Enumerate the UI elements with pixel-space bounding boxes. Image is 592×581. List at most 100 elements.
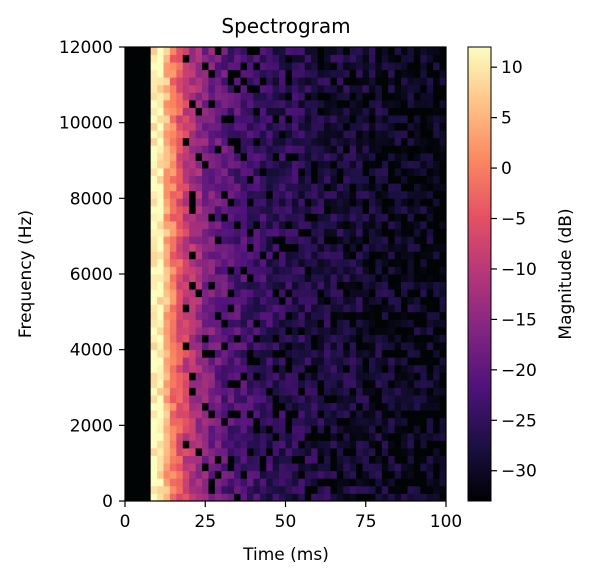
- spectrogram-cell: [336, 326, 344, 335]
- spectrogram-cell: [375, 425, 383, 434]
- spectrogram-cell: [163, 485, 171, 494]
- spectrogram-cell: [144, 152, 152, 161]
- spectrogram-cell: [336, 115, 344, 124]
- spectrogram-cell: [407, 470, 415, 479]
- spectrogram-cell: [407, 296, 415, 305]
- spectrogram-cell: [285, 62, 293, 71]
- spectrogram-cell: [285, 402, 293, 411]
- spectrogram-cell: [317, 130, 325, 139]
- spectrogram-cell: [375, 266, 383, 275]
- spectrogram-cell: [394, 425, 402, 434]
- spectrogram-cell: [439, 115, 447, 124]
- spectrogram-cell: [189, 152, 197, 161]
- spectrogram-cell: [413, 69, 421, 78]
- spectrogram-cell: [163, 190, 171, 199]
- spectrogram-cell: [157, 228, 164, 237]
- spectrogram-cell: [381, 137, 389, 146]
- spectrogram-cell: [144, 304, 152, 313]
- spectrogram-cell: [208, 183, 216, 192]
- spectrogram-cell: [324, 296, 331, 305]
- spectrogram-cell: [362, 440, 370, 449]
- spectrogram-cell: [137, 47, 145, 55]
- spectrogram-cell: [272, 266, 280, 275]
- spectrogram-cell: [189, 425, 197, 434]
- spectrogram-cell: [413, 266, 421, 275]
- spectrogram-cell: [221, 175, 229, 184]
- spectrogram-cell: [375, 364, 383, 373]
- spectrogram-cell: [131, 92, 139, 101]
- spectrogram-cell: [413, 92, 421, 101]
- spectrogram-cell: [246, 493, 254, 502]
- spectrogram-cell: [375, 296, 383, 305]
- spectrogram-cell: [144, 296, 152, 305]
- spectrogram-cell: [266, 334, 274, 343]
- spectrogram-cell: [163, 395, 171, 404]
- spectrogram-cell: [266, 485, 274, 494]
- spectrogram-cell: [388, 448, 396, 456]
- spectrogram-cell: [157, 213, 164, 222]
- spectrogram-cell: [401, 493, 408, 502]
- spectrogram-cell: [163, 258, 171, 267]
- spectrogram-cell: [157, 145, 164, 154]
- spectrogram-cell: [176, 372, 184, 381]
- spectrogram-cell: [433, 168, 440, 177]
- spectrogram-cell: [368, 274, 376, 282]
- spectrogram-cell: [401, 342, 408, 351]
- spectrogram-cell: [356, 213, 363, 222]
- spectrogram-cell: [240, 198, 248, 207]
- spectrogram-cell: [407, 251, 415, 260]
- spectrogram-cell: [131, 183, 139, 192]
- spectrogram-cell: [221, 402, 229, 411]
- spectrogram-cell: [362, 289, 370, 298]
- spectrogram-cell: [169, 357, 177, 366]
- spectrogram-cell: [291, 54, 299, 63]
- spectrogram-cell: [368, 493, 376, 502]
- spectrogram-cell: [426, 47, 434, 55]
- spectrogram-cell: [234, 213, 241, 222]
- spectrogram-cell: [169, 236, 177, 245]
- spectrogram-cell: [324, 432, 331, 441]
- spectrogram-cell: [163, 349, 171, 358]
- spectrogram-cell: [279, 258, 286, 267]
- spectrogram-cell: [137, 99, 145, 108]
- spectrogram-cell: [221, 47, 229, 55]
- spectrogram-cell: [214, 326, 222, 335]
- spectrogram-cell: [240, 417, 248, 426]
- spectrogram-cell: [304, 62, 312, 71]
- spectrogram-cell: [240, 236, 248, 245]
- spectrogram-cell: [362, 122, 370, 131]
- spectrogram-cell: [253, 417, 261, 426]
- spectrogram-cell: [131, 296, 139, 305]
- spectrogram-cell: [137, 387, 145, 396]
- spectrogram-cell: [279, 160, 286, 169]
- spectrogram-cell: [131, 410, 139, 419]
- spectrogram-cell: [356, 326, 363, 335]
- spectrogram-cell: [311, 448, 318, 456]
- spectrogram-cell: [266, 251, 274, 260]
- spectrogram-cell: [413, 342, 421, 351]
- spectrogram-cell: [163, 77, 171, 86]
- spectrogram-cell: [182, 258, 190, 267]
- spectrogram-cell: [401, 198, 408, 207]
- spectrogram-cell: [259, 266, 267, 275]
- spectrogram-cell: [336, 251, 344, 260]
- spectrogram-cell: [362, 357, 370, 366]
- spectrogram-cell: [259, 425, 267, 434]
- spectrogram-cell: [208, 251, 216, 260]
- spectrogram-cell: [433, 115, 440, 124]
- spectrogram-cell: [169, 493, 177, 502]
- spectrogram-cell: [189, 364, 197, 373]
- spectrogram-cell: [381, 274, 389, 282]
- spectrogram-cell: [394, 463, 402, 472]
- spectrogram-cell: [317, 274, 325, 282]
- spectrogram-cell: [285, 213, 293, 222]
- spectrogram-cell: [317, 417, 325, 426]
- spectrogram-cell: [304, 152, 312, 161]
- spectrogram-cell: [368, 402, 376, 411]
- spectrogram-cell: [426, 130, 434, 139]
- spectrogram-cell: [279, 395, 286, 404]
- spectrogram-cell: [266, 387, 274, 396]
- spectrogram-cell: [324, 304, 331, 313]
- spectrogram-cell: [330, 84, 338, 93]
- spectrogram-cell: [324, 372, 331, 381]
